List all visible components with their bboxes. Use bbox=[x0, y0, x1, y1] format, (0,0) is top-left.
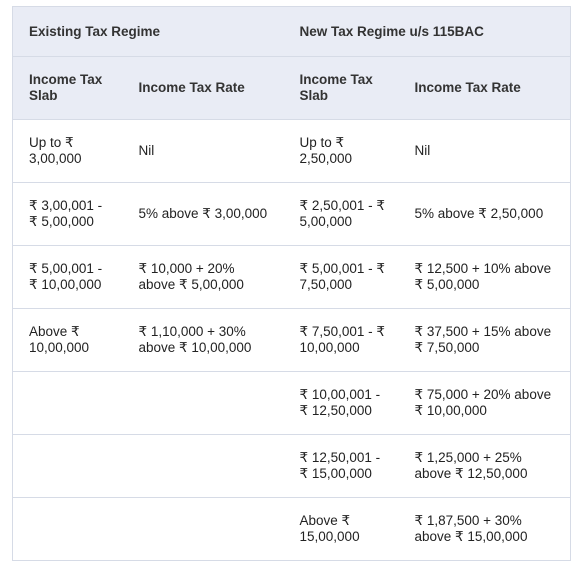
existing-rate-cell: ₹ 10,000 + 20% above ₹ 5,00,000 bbox=[122, 245, 284, 309]
tax-slab-table: Existing Tax Regime New Tax Regime u/s 1… bbox=[12, 6, 572, 561]
table-row: ₹ 10,00,001 - ₹ 12,50,000 ₹ 75,000 + 20%… bbox=[12, 371, 571, 435]
existing-slab-cell bbox=[12, 497, 123, 561]
existing-slab-cell bbox=[12, 434, 123, 498]
new-slab-cell: Up to ₹ 2,50,000 bbox=[283, 119, 399, 183]
new-slab-cell: ₹ 7,50,001 - ₹ 10,00,000 bbox=[283, 308, 399, 372]
new-rate-cell: Nil bbox=[398, 119, 571, 183]
new-rate-cell: ₹ 1,25,000 + 25% above ₹ 12,50,000 bbox=[398, 434, 571, 498]
new-slab-cell: Above ₹ 15,00,000 bbox=[283, 497, 399, 561]
existing-slab-cell: Above ₹ 10,00,000 bbox=[12, 308, 123, 372]
new-slab-cell: ₹ 12,50,001 - ₹ 15,00,000 bbox=[283, 434, 399, 498]
new-slab-cell: ₹ 2,50,001 - ₹ 5,00,000 bbox=[283, 182, 399, 246]
existing-rate-header: Income Tax Rate bbox=[122, 56, 284, 120]
table-body: Up to ₹ 3,00,000 Nil Up to ₹ 2,50,000 Ni… bbox=[12, 119, 571, 561]
table-row: Above ₹ 15,00,000 ₹ 1,87,500 + 30% above… bbox=[12, 497, 571, 561]
existing-rate-cell bbox=[122, 497, 284, 561]
existing-slab-cell: ₹ 3,00,001 - ₹ 5,00,000 bbox=[12, 182, 123, 246]
new-rate-cell: ₹ 75,000 + 20% above ₹ 10,00,000 bbox=[398, 371, 571, 435]
existing-rate-cell: ₹ 1,10,000 + 30% above ₹ 10,00,000 bbox=[122, 308, 284, 372]
new-regime-heading: New Tax Regime u/s 115BAC bbox=[283, 6, 571, 57]
new-slab-header: Income Tax Slab bbox=[283, 56, 399, 120]
existing-rate-cell: 5% above ₹ 3,00,000 bbox=[122, 182, 284, 246]
new-rate-cell: ₹ 12,500 + 10% above ₹ 5,00,000 bbox=[398, 245, 571, 309]
new-rate-header: Income Tax Rate bbox=[398, 56, 571, 120]
table-row: ₹ 3,00,001 - ₹ 5,00,000 5% above ₹ 3,00,… bbox=[12, 182, 571, 246]
table-row: ₹ 5,00,001 - ₹ 10,00,000 ₹ 10,000 + 20% … bbox=[12, 245, 571, 309]
existing-slab-cell bbox=[12, 371, 123, 435]
regime-header-row: Existing Tax Regime New Tax Regime u/s 1… bbox=[12, 6, 571, 57]
existing-regime-heading: Existing Tax Regime bbox=[12, 6, 284, 57]
existing-rate-cell: Nil bbox=[122, 119, 284, 183]
existing-rate-cell bbox=[122, 434, 284, 498]
table-row: Above ₹ 10,00,000 ₹ 1,10,000 + 30% above… bbox=[12, 308, 571, 372]
existing-slab-header: Income Tax Slab bbox=[12, 56, 123, 120]
table-head: Existing Tax Regime New Tax Regime u/s 1… bbox=[12, 6, 571, 120]
new-rate-cell: 5% above ₹ 2,50,000 bbox=[398, 182, 571, 246]
new-slab-cell: ₹ 10,00,001 - ₹ 12,50,000 bbox=[283, 371, 399, 435]
new-slab-cell: ₹ 5,00,001 - ₹ 7,50,000 bbox=[283, 245, 399, 309]
column-header-row: Income Tax Slab Income Tax Rate Income T… bbox=[12, 56, 571, 120]
table-row: Up to ₹ 3,00,000 Nil Up to ₹ 2,50,000 Ni… bbox=[12, 119, 571, 183]
existing-rate-cell bbox=[122, 371, 284, 435]
new-rate-cell: ₹ 37,500 + 15% above ₹ 7,50,000 bbox=[398, 308, 571, 372]
new-rate-cell: ₹ 1,87,500 + 30% above ₹ 15,00,000 bbox=[398, 497, 571, 561]
existing-slab-cell: Up to ₹ 3,00,000 bbox=[12, 119, 123, 183]
existing-slab-cell: ₹ 5,00,001 - ₹ 10,00,000 bbox=[12, 245, 123, 309]
table-row: ₹ 12,50,001 - ₹ 15,00,000 ₹ 1,25,000 + 2… bbox=[12, 434, 571, 498]
